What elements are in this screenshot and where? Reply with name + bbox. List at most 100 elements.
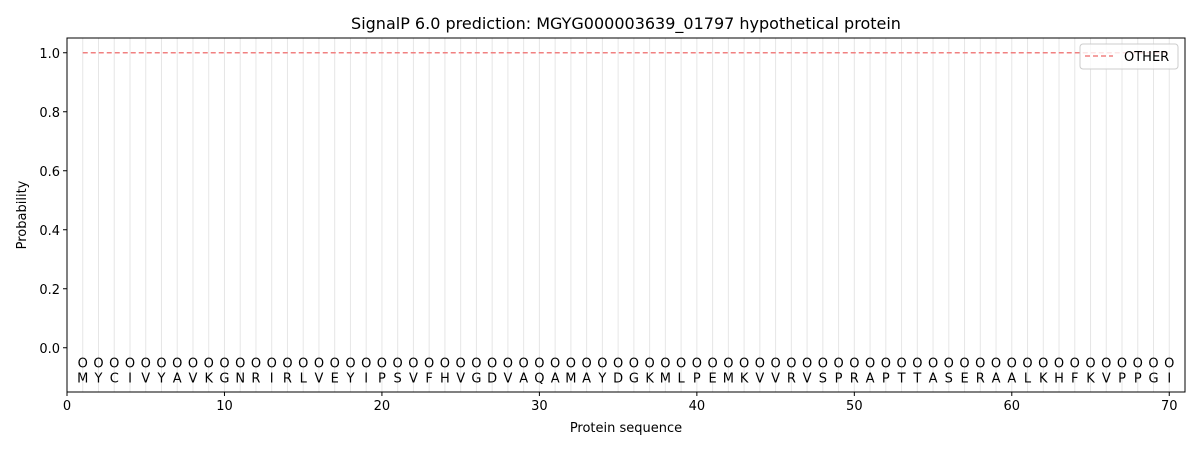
residue-label: F	[425, 371, 432, 386]
y-tick-label: 0.2	[39, 283, 60, 298]
prediction-marker: O	[1164, 357, 1174, 372]
prediction-marker: O	[629, 357, 639, 372]
residue-label: C	[110, 371, 119, 386]
prediction-marker: O	[141, 357, 151, 372]
residue-label: K	[1086, 371, 1095, 386]
prediction-marker: O	[156, 357, 166, 372]
prediction-marker: O	[802, 357, 812, 372]
residue-label: M	[660, 371, 671, 386]
residue-label: I	[1167, 371, 1171, 386]
residue-label: Y	[94, 371, 103, 386]
prediction-marker: O	[613, 357, 623, 372]
plot-frame	[66, 37, 1186, 393]
prediction-marker: O	[818, 357, 828, 372]
residue-label: R	[283, 371, 292, 386]
residue-label: V	[755, 371, 764, 386]
residue-label: S	[394, 371, 402, 386]
prediction-marker: O	[660, 357, 670, 372]
residue-label: V	[456, 371, 465, 386]
prediction-marker: O	[1038, 357, 1048, 372]
prediction-marker: O	[849, 357, 859, 372]
residue-label: P	[835, 371, 843, 386]
residue-label: S	[945, 371, 953, 386]
prediction-marker: O	[534, 357, 544, 372]
prediction-marker: O	[755, 357, 765, 372]
prediction-marker: O	[865, 357, 875, 372]
residue-label: D	[487, 371, 497, 386]
residue-label: K	[645, 371, 654, 386]
x-tick-label: 30	[531, 399, 548, 414]
residue-label: Y	[597, 371, 606, 386]
prediction-marker: O	[975, 357, 985, 372]
prediction-marker: O	[298, 357, 308, 372]
residue-label: A	[1007, 371, 1016, 386]
prediction-marker: O	[219, 357, 229, 372]
prediction-marker: O	[1022, 357, 1032, 372]
residue-label: V	[314, 371, 323, 386]
prediction-marker: O	[204, 357, 214, 372]
prediction-marker: O	[928, 357, 938, 372]
prediction-marker: O	[1054, 357, 1064, 372]
prediction-marker: O	[188, 357, 198, 372]
x-tick-label: 10	[216, 399, 233, 414]
residue-label: G	[219, 371, 229, 386]
residue-label: S	[819, 371, 827, 386]
prediction-marker: O	[282, 357, 292, 372]
residue-label: P	[1118, 371, 1126, 386]
prediction-marker: O	[471, 357, 481, 372]
residue-label: H	[440, 371, 450, 386]
prediction-marker: O	[1007, 357, 1017, 372]
residue-label: P	[1134, 371, 1142, 386]
prediction-marker: O	[912, 357, 922, 372]
prediction-marker: O	[1148, 357, 1158, 372]
residue-label: E	[960, 371, 968, 386]
residue-label: T	[897, 371, 906, 386]
prediction-marker: O	[833, 357, 843, 372]
prediction-marker: O	[1117, 357, 1127, 372]
residue-label: K	[740, 371, 749, 386]
residue-label: P	[378, 371, 386, 386]
residue-label: R	[787, 371, 796, 386]
residue-label: R	[850, 371, 859, 386]
residue-label: M	[723, 371, 734, 386]
prediction-marker: O	[251, 357, 261, 372]
residue-label: A	[551, 371, 560, 386]
residue-label: D	[613, 371, 623, 386]
prediction-marker: O	[991, 357, 1001, 372]
x-axis-label: Protein sequence	[570, 421, 682, 436]
x-tick-label: 40	[689, 399, 706, 414]
residue-label: V	[503, 371, 512, 386]
prediction-marker: O	[786, 357, 796, 372]
prediction-marker: O	[1070, 357, 1080, 372]
prediction-marker: O	[1085, 357, 1095, 372]
residue-label: R	[976, 371, 985, 386]
y-axis-ticks: 0.0 0.2 0.4 0.6 0.8 1.0	[39, 47, 67, 357]
prediction-marker: O	[944, 357, 954, 372]
x-tick-label: 50	[846, 399, 863, 414]
x-axis-ticks: 0 10 20 30 40 50 60 70	[63, 392, 1178, 414]
prediction-marker: O	[487, 357, 497, 372]
prediction-marker: O	[109, 357, 119, 372]
prediction-marker: O	[408, 357, 418, 372]
prediction-marker: O	[361, 357, 371, 372]
residue-label: M	[565, 371, 576, 386]
prediction-marker: O	[1101, 357, 1111, 372]
residue-label: T	[912, 371, 921, 386]
y-tick-label: 0.8	[39, 106, 60, 121]
y-tick-label: 1.0	[39, 47, 60, 62]
y-tick-label: 0.4	[39, 224, 60, 239]
prediction-marker: O	[519, 357, 529, 372]
residue-label: K	[204, 371, 213, 386]
residue-label: F	[1071, 371, 1078, 386]
residue-label: R	[251, 371, 260, 386]
x-tick-label: 70	[1161, 399, 1178, 414]
prediction-marker: O	[582, 357, 592, 372]
residue-label: V	[1102, 371, 1111, 386]
residue-label: E	[708, 371, 716, 386]
y-tick-label: 0.0	[39, 342, 60, 357]
prediction-marker: O	[345, 357, 355, 372]
residue-label: G	[1148, 371, 1158, 386]
prediction-marker: O	[707, 357, 717, 372]
prediction-marker: O	[424, 357, 434, 372]
